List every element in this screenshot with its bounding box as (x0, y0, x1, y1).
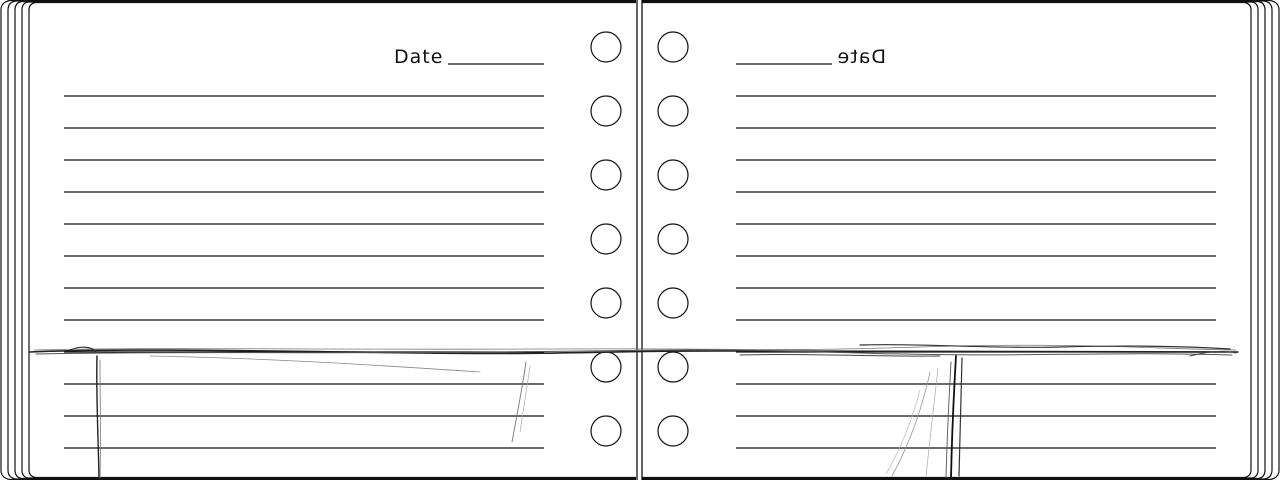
left-date-field: Date (394, 46, 544, 68)
left-binder-hole (590, 351, 622, 383)
left-binder-hole (590, 159, 622, 191)
left-binder-hole (590, 415, 622, 447)
left-binder-holes (590, 31, 622, 447)
right-binder-hole (657, 31, 689, 63)
right-binder-hole (657, 287, 689, 319)
right-ruled-lines (736, 95, 1216, 449)
left-binder-hole (590, 95, 622, 127)
right-date-label: Date (837, 46, 886, 68)
sketch-horizontal-stroke (29, 343, 1239, 373)
sketch-vertical-strokes (96, 355, 963, 479)
left-date-label: Date (394, 46, 443, 68)
left-ruled-lines (64, 95, 544, 449)
right-date-field: Date (736, 46, 886, 68)
right-binder-hole (657, 95, 689, 127)
spine (636, 0, 643, 480)
right-binder-hole (657, 223, 689, 255)
left-page-stack (0, 0, 636, 480)
left-binder-hole (590, 287, 622, 319)
right-binder-hole (657, 351, 689, 383)
right-binder-holes (657, 31, 689, 447)
left-binder-hole (590, 31, 622, 63)
right-binder-hole (657, 415, 689, 447)
left-binder-hole (590, 223, 622, 255)
right-binder-hole (657, 159, 689, 191)
right-page-stack (642, 0, 1280, 480)
